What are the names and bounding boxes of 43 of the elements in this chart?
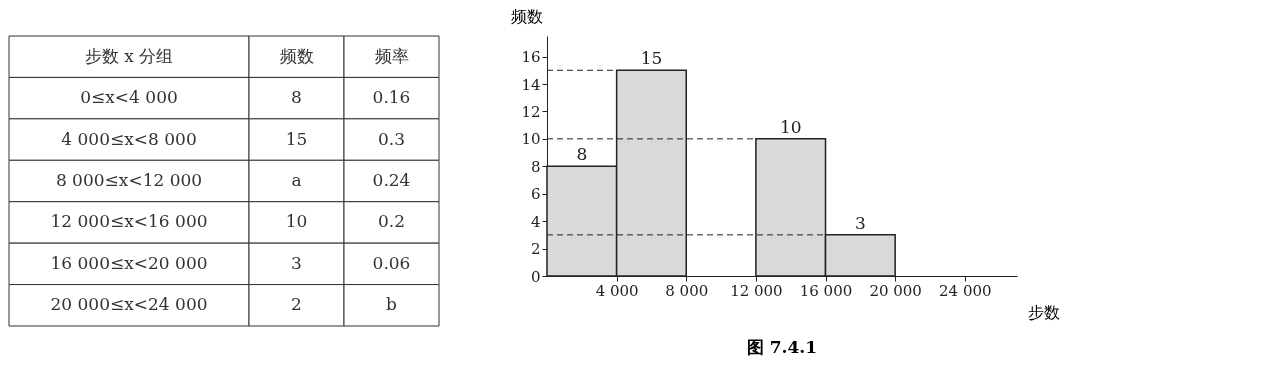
text: 15 <box>285 128 308 149</box>
text: 0.06 <box>372 252 411 273</box>
x-tick-label: 16 000 <box>799 281 853 300</box>
text: 8 <box>291 87 302 108</box>
y-tick-label: 2 <box>530 240 541 259</box>
text: 0.24 <box>372 170 411 190</box>
y-tick-label: 8 <box>530 157 541 176</box>
text: 0≤x<4 000 <box>80 87 178 108</box>
x-tick-label: 24 000 <box>939 281 992 300</box>
data-label: 15 <box>640 48 663 69</box>
text: 0.16 <box>372 87 411 108</box>
text: 频数 <box>279 45 314 66</box>
text: 20 000≤x<24 000 <box>50 294 208 315</box>
y-tick-label: 14 <box>521 75 541 94</box>
x-axis-title: 步数 <box>1027 302 1060 322</box>
y-tick-label: 10 <box>521 130 541 149</box>
y-tick-label: 6 <box>530 185 541 204</box>
text: 0.3 <box>377 128 406 149</box>
x-tick-label: 20 000 <box>869 281 922 300</box>
y-tick-label: 12 <box>521 102 541 121</box>
text: 16 000≤x<20 000 <box>50 252 208 273</box>
text: 频率 <box>374 45 409 66</box>
text: 0.2 <box>377 211 406 232</box>
y-tick-label: 0 <box>530 267 541 286</box>
text: 3 <box>291 252 302 273</box>
data-label: 3 <box>854 212 866 233</box>
text: 8 000≤x<12 000 <box>55 170 203 190</box>
data-label: 10 <box>779 116 802 137</box>
y-axis-title: 频数 <box>510 6 543 26</box>
x-tick-label: 8 000 <box>665 281 709 300</box>
text: 步数 x 分组 <box>84 45 174 66</box>
caption: 图 7.4.1 <box>746 337 818 357</box>
y-tick-label: 4 <box>530 212 541 231</box>
data-label: 8 <box>576 144 588 165</box>
text: 12 000≤x<16 000 <box>50 211 208 232</box>
text: 4 000≤x<8 000 <box>61 128 197 149</box>
text: 2 <box>291 294 302 315</box>
text: 10 <box>285 211 308 232</box>
y-tick-label: 16 <box>521 48 541 67</box>
text: b <box>386 294 398 315</box>
x-tick-label: 12 000 <box>730 281 783 300</box>
text: a <box>291 170 302 190</box>
x-tick-label: 4 000 <box>595 281 639 300</box>
